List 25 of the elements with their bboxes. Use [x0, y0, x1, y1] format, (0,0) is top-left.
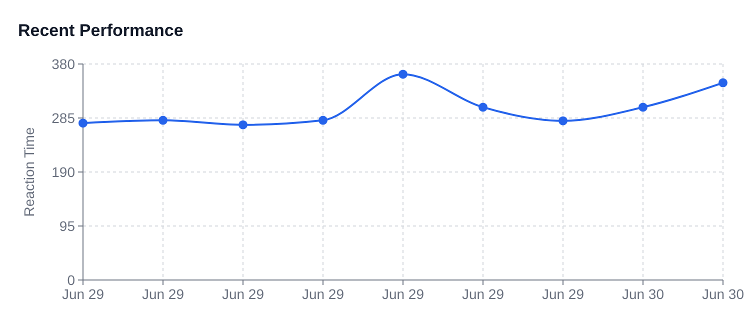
x-tick-label: Jun 29 [62, 286, 104, 302]
point [398, 70, 408, 79]
point [158, 116, 168, 125]
y-tick-label: 0 [67, 272, 76, 288]
point [718, 78, 728, 88]
x-tick-label: Jun 29 [542, 286, 584, 302]
point [318, 116, 328, 125]
x-tick-label: Jun 30 [702, 286, 744, 302]
x-tick-label: Jun 30 [622, 286, 664, 302]
y-tick-label: 285 [52, 110, 76, 126]
y-axis-title: Reaction Time [21, 127, 37, 217]
y-tick-label: 380 [52, 56, 76, 72]
point [558, 116, 568, 126]
point [78, 118, 88, 128]
y-tick-label: 95 [59, 218, 76, 234]
point [638, 102, 648, 112]
y-tick-label: 190 [52, 164, 76, 180]
point [478, 102, 488, 112]
x-tick-label: Jun 29 [382, 286, 424, 302]
x-tick-label: Jun 29 [222, 286, 264, 302]
x-tick-label: Jun 29 [142, 286, 184, 302]
chart-title: Recent Performance [18, 21, 184, 40]
point [238, 120, 248, 130]
x-tick-label: Jun 29 [462, 286, 504, 302]
x-tick-label: Jun 29 [302, 286, 344, 302]
